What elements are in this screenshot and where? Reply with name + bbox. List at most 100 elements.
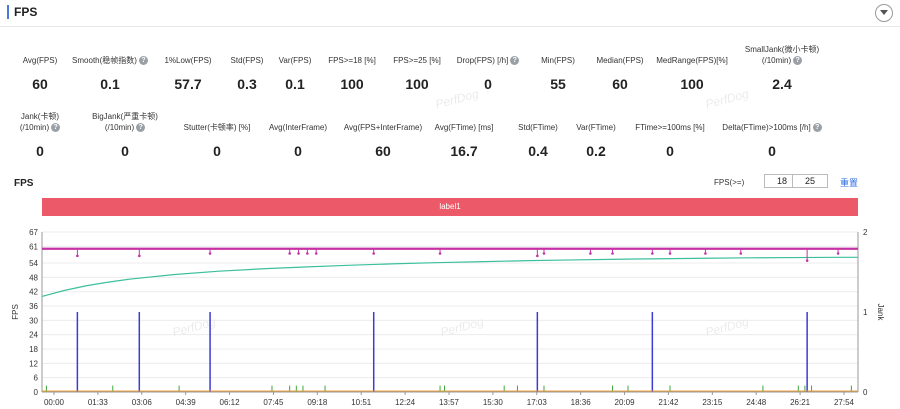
metric-value: 0.1 (100, 76, 120, 92)
metric-ftime-100ms: FTime>=100ms [%] 0 (615, 122, 725, 172)
x-tick-label: 18:36 (571, 398, 592, 407)
fps-dip-point (372, 252, 376, 255)
metric-label: Delta(FTime)>100ms [/h]? (717, 122, 827, 133)
metric-value: 16.7 (450, 143, 478, 159)
x-tick-label: 21:42 (658, 398, 679, 407)
metric-value: 0 (213, 143, 221, 159)
metric-var-ftime: Var(FTime) 0.2 (541, 122, 651, 172)
metric-bigjank: BigJank(严重卡顿) (/10min)? 0 (70, 111, 180, 161)
x-tick-label: 17:03 (527, 398, 548, 407)
metric-label-text: Avg(FTime) [ms] (434, 123, 494, 132)
help-icon[interactable]: ? (812, 123, 822, 133)
x-tick-label: 26:21 (790, 398, 811, 407)
fps-dip-point (611, 252, 614, 255)
y-tick-label: 61 (29, 242, 38, 251)
metric-value: 0.4 (528, 143, 548, 159)
fps-dip-point (314, 252, 318, 255)
metric-value: 100 (405, 76, 429, 92)
metric-value: 60 (612, 76, 628, 92)
metric-label: 1%Low(FPS) (133, 55, 243, 66)
x-tick-label: 24:48 (746, 398, 767, 407)
metric-avg-fps-interframe: Avg(FPS+InterFrame) 60 (328, 122, 438, 172)
fps-threshold-input-b[interactable]: 25 (792, 174, 828, 188)
fps-dip-point (297, 252, 300, 255)
metric-var-fps: Var(FPS) 0.1 (240, 55, 350, 94)
metric-std-fps: Std(FPS) 0.3 (192, 55, 302, 94)
metric-label-text: Jank(卡顿) (20, 112, 60, 121)
metric-label: Jank(卡顿) (0, 111, 95, 122)
metric-label-text: FPS>=18 [%] (328, 56, 376, 65)
y-tick-label: 48 (29, 273, 38, 282)
fps-dip-point (306, 252, 309, 255)
fps-dip-point (805, 259, 809, 262)
metric-label-text: Avg(FPS+InterFrame) (343, 123, 423, 132)
section-title: FPS (14, 5, 38, 19)
y-tick-label: 67 (29, 228, 38, 237)
y-tick-label: 54 (29, 259, 38, 268)
metric-value: 0 (768, 143, 776, 159)
metric-jank: Jank(卡顿) (/10min)? 0 (0, 111, 95, 161)
metric-label: Smooth(稳帧指数)? (55, 55, 165, 66)
metric-label: SmallJank(微小卡顿) (727, 44, 837, 55)
y-tick-label: 30 (29, 316, 38, 325)
watermark: PerfDog (703, 314, 751, 340)
metric-label-text: Std(FTime) (518, 123, 558, 132)
metric-1-low-fps: 1%Low(FPS) 57.7 (133, 55, 243, 94)
metric-label: Avg(InterFrame) (243, 122, 353, 133)
y2-axis-label: Jank (876, 304, 885, 322)
metric-label: Drop(FPS) [/h]? (433, 55, 543, 66)
y2-tick-label: 0 (863, 388, 868, 397)
collapse-button[interactable] (875, 4, 893, 22)
fps-threshold-label: FPS(>=) (714, 178, 745, 187)
metric-fps-18: FPS>=18 [%] 100 (297, 55, 407, 94)
fps-dip-point (542, 252, 546, 255)
metric-label-text: Smooth(稳帧指数) (72, 56, 137, 65)
x-tick-label: 27:54 (834, 398, 855, 407)
watermark: PerfDog (170, 314, 218, 340)
metric-value: 0.3 (237, 76, 257, 92)
metric-label-text: Min(FPS) (541, 56, 575, 65)
y-axis-label: FPS (11, 304, 20, 320)
metric-label-text: Std(FPS) (230, 56, 264, 65)
metric-label-text: Median(FPS) (596, 56, 644, 65)
metric-label-text: Var(FTime) (576, 123, 616, 132)
metric-value: 0 (121, 143, 129, 159)
y-tick-label: 18 (29, 345, 38, 354)
metric-value: 57.7 (174, 76, 202, 92)
y-tick-label: 6 (34, 374, 39, 383)
metric-value: 0.1 (285, 76, 305, 92)
x-tick-label: 12:24 (395, 398, 416, 407)
metric-label-unit-text: (/10min) (104, 123, 135, 132)
help-icon[interactable]: ? (51, 123, 61, 133)
section-header: FPS (0, 0, 900, 27)
x-tick-label: 10:51 (351, 398, 372, 407)
help-icon[interactable]: ? (136, 123, 146, 133)
metric-label-text: FPS>=25 [%] (393, 56, 441, 65)
metric-label-text: Avg(FPS) (22, 56, 58, 65)
metric-label-text: Drop(FPS) [/h] (456, 56, 509, 65)
metric-std-ftime: Std(FTime) 0.4 (483, 122, 593, 172)
help-icon[interactable]: ? (138, 56, 148, 66)
chevron-down-icon (880, 10, 888, 15)
fps-dip-point (288, 252, 291, 255)
x-tick-label: 04:39 (176, 398, 197, 407)
metric-label-text: Stutter(卡顿率) [%] (183, 123, 251, 132)
fps-dip-point (836, 252, 840, 255)
metric-label-text: Avg(InterFrame) (268, 123, 328, 132)
y-tick-label: 24 (29, 331, 38, 340)
metric-value: 0 (36, 143, 44, 159)
help-icon[interactable]: ? (793, 56, 803, 66)
x-tick-label: 20:09 (615, 398, 636, 407)
reset-link[interactable]: 重置 (840, 178, 859, 188)
metric-value: 100 (680, 76, 704, 92)
metric-label: Median(FPS) (565, 55, 675, 66)
help-icon[interactable]: ? (510, 56, 520, 66)
metric-smalljank: SmallJank(微小卡顿) (/10min)? 2.4 (727, 44, 837, 92)
label-bar[interactable]: label1 (42, 198, 858, 216)
fps-dip-point (438, 252, 442, 255)
fps-dip-point (704, 252, 707, 255)
x-tick-label: 07:45 (263, 398, 284, 407)
metric-label: BigJank(严重卡顿) (70, 111, 180, 122)
y-tick-label: 36 (29, 302, 38, 311)
metric-delta-ftime-100ms-h: Delta(FTime)>100ms [/h]? 0 (717, 122, 827, 172)
